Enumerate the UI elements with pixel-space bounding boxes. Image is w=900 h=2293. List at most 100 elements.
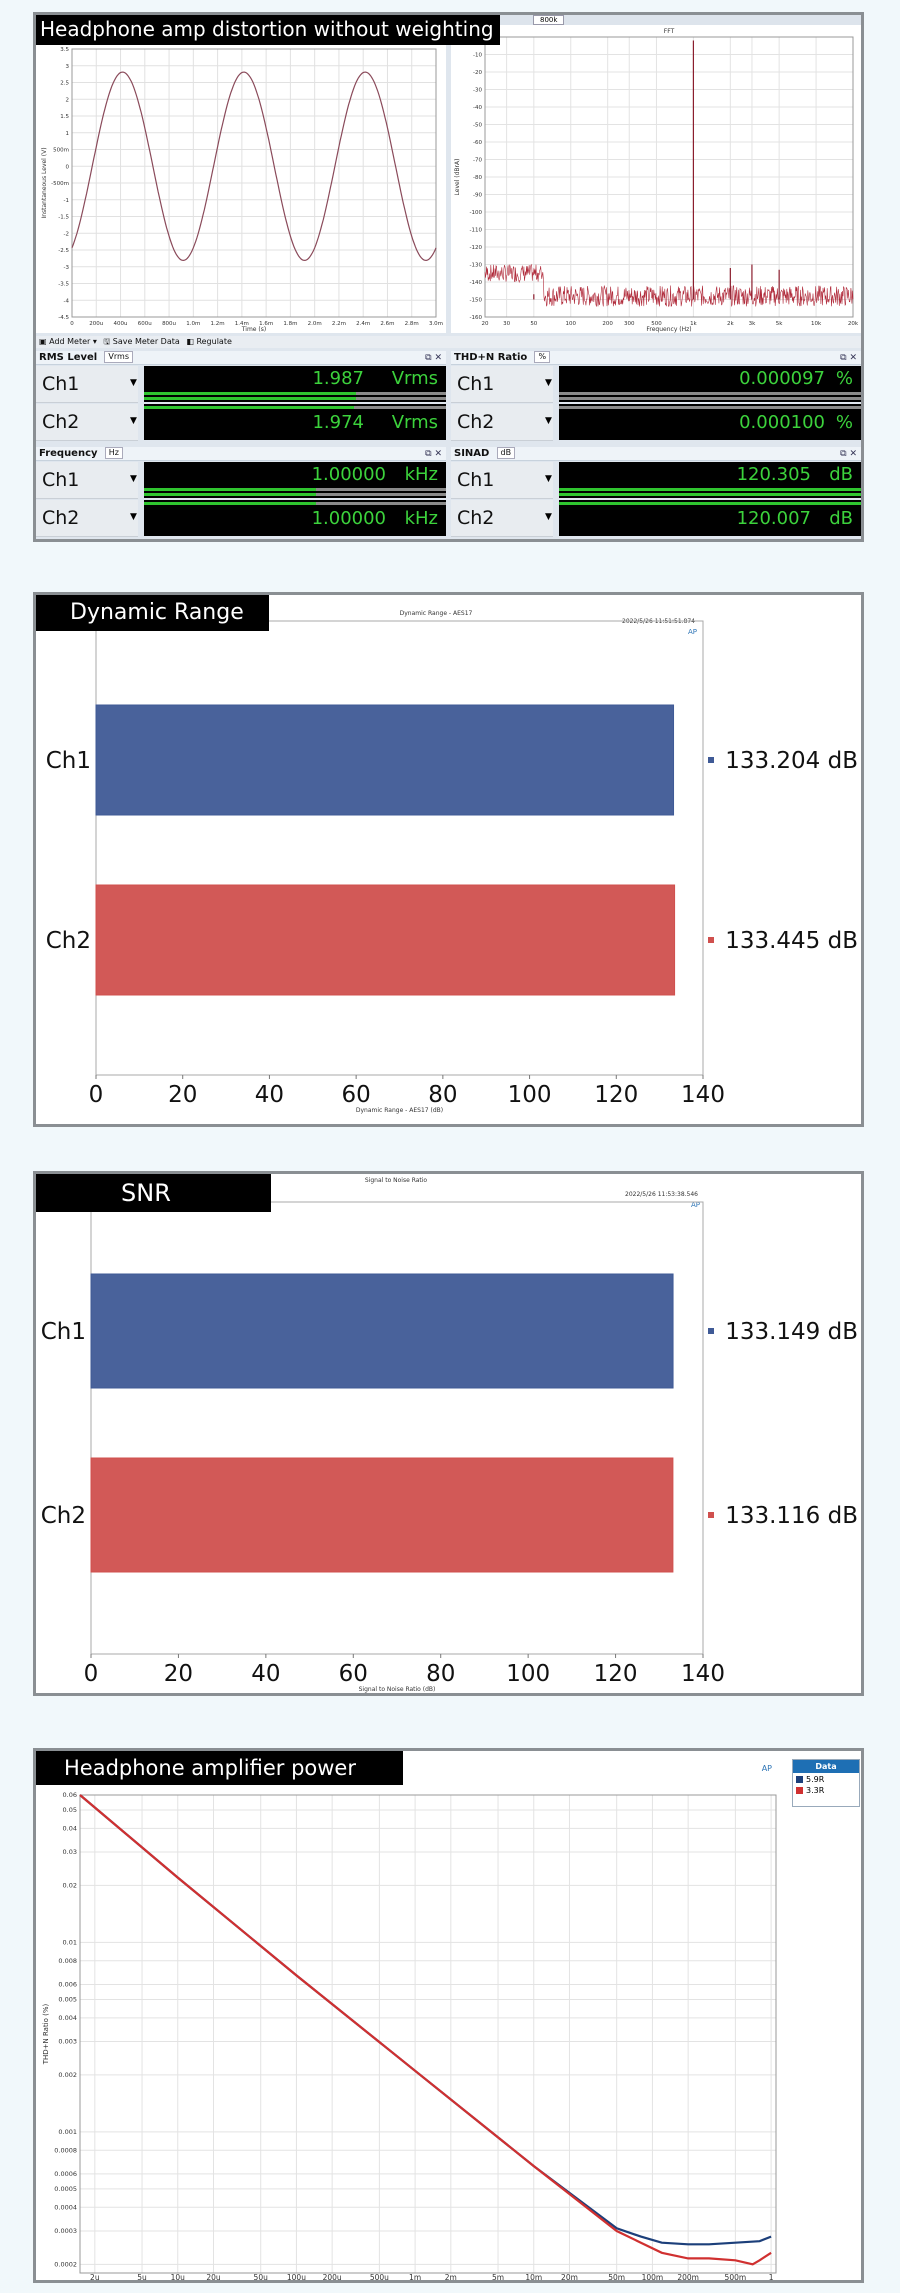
timestamp: 2022/5/26 11:53:38.546 (625, 1191, 698, 1198)
x-tick-label: 500m (725, 2273, 747, 2280)
meter-value: 120.007 (736, 508, 811, 529)
frequency-ch2-row: Ch2 ▼ 1.00000 kHz (36, 500, 446, 537)
x-tick-label: 1.2m (211, 321, 225, 327)
meter-window-icons[interactable]: ⧉ ✕ (840, 353, 857, 363)
y-tick-label: 0.0005 (54, 2185, 77, 2193)
thdn-unit-select[interactable]: % (534, 351, 551, 363)
dropdown-arrow-icon[interactable]: ▼ (545, 512, 552, 522)
y-tick-label: -130 (470, 263, 483, 269)
x-tick-label: 20 (482, 321, 489, 327)
legend-swatch (796, 1787, 803, 1794)
meter-value: 0.000100 (739, 412, 825, 433)
level-bar-track (316, 488, 446, 491)
y-tick-label: 0.003 (58, 2038, 77, 2046)
x-tick-label: 1.4m (235, 321, 249, 327)
legend: Data 5.9R 3.3R (792, 1759, 860, 1807)
thdn-vs-power-chart: AP 0.06 0.05 0.04 0.03 0.02 0.01 0.008 0.006 0.00… (42, 1764, 777, 2280)
value-label: 133.116 dB (725, 1503, 858, 1529)
y-tick-label: -70 (473, 158, 482, 164)
power-panel: Headphone amplifier power AP 0.06 0.05 0.04… (33, 1748, 864, 2283)
y-tick-label: 0.05 (63, 1806, 77, 1814)
rms-meter-title: RMS Level (39, 352, 98, 363)
add-meter-button[interactable]: ▣ Add Meter ▾ (39, 337, 97, 346)
regulate-button[interactable]: ◧ Regulate (186, 337, 232, 346)
x-tick-label: 0 (89, 1082, 104, 1108)
meter-display: 1.00000 kHz (144, 462, 446, 498)
plot-frame (90, 1201, 704, 1655)
y-tick-label: 0 (66, 164, 70, 170)
dropdown-arrow-icon[interactable]: ▼ (130, 512, 137, 522)
x-tick-label: 40 (255, 1082, 284, 1108)
y-tick-label: -2 (64, 231, 69, 237)
save-meter-data-label: Save Meter Data (112, 337, 180, 346)
x-tick-label: 20u (206, 2273, 221, 2280)
level-bar-track (356, 392, 446, 395)
ap-logo-icon: AP (691, 1201, 700, 1209)
rms-unit-select[interactable]: Vrms (104, 351, 133, 363)
x-tick-label: 1 (769, 2273, 774, 2280)
x-tick-label: 100m (642, 2273, 664, 2280)
dropdown-arrow-icon[interactable]: ▼ (130, 378, 137, 388)
thdn-ch1-row: Ch1 ▼ 0.000097 % (451, 366, 861, 403)
panel-title: Headphone amp distortion without weighti… (36, 15, 500, 45)
category-label: Ch1 (46, 748, 91, 774)
x-tick-label: 80 (428, 1082, 457, 1108)
sinad-unit-select[interactable]: dB (496, 447, 516, 459)
y-tick-label: 0.008 (58, 1957, 77, 1965)
y-tick-label: 0.0003 (54, 2227, 77, 2235)
meter-window-icons[interactable]: ⧉ ✕ (840, 449, 857, 459)
y-tick-label: -40 (473, 105, 482, 111)
meter-window-icons[interactable]: ⧉ ✕ (425, 353, 442, 363)
y-tick-label: 0.02 (63, 1881, 77, 1889)
thdn-meter-header: THD+N Ratio % ⧉ ✕ (451, 351, 861, 365)
value-label: 133.445 dB (725, 928, 858, 954)
x-tick-label: 600u (138, 321, 152, 327)
x-tick-label: 200m (677, 2273, 699, 2280)
x-tick-label: 200u (323, 2273, 342, 2280)
fft-header-select[interactable]: 800k (533, 15, 565, 25)
y-tick-label: -10 (473, 53, 482, 59)
channel-label: Ch1 (36, 366, 138, 403)
y-tick-label: 0.005 (58, 1995, 77, 2003)
meter-display: 1.987 Vrms (144, 366, 446, 402)
level-bar (144, 392, 356, 395)
dropdown-arrow-icon[interactable]: ▼ (545, 416, 552, 426)
dropdown-arrow-icon[interactable]: ▼ (545, 378, 552, 388)
x-tick-label: 100 (506, 1661, 550, 1687)
level-bar-track (559, 397, 861, 400)
bar (90, 1457, 674, 1573)
y-tick-label: -120 (470, 245, 483, 251)
fft-header-bar: 800k (451, 15, 861, 25)
legend-item[interactable]: 3.3R (793, 1786, 859, 1795)
y-tick-label: -150 (470, 298, 483, 304)
dropdown-arrow-icon[interactable]: ▼ (130, 416, 137, 426)
plot-frame (71, 48, 437, 318)
level-bar (144, 502, 316, 505)
thdn-meter-title: THD+N Ratio (454, 352, 528, 363)
ap-logo-icon: AP (688, 628, 697, 636)
meter-window-icons[interactable]: ⧉ ✕ (425, 449, 442, 459)
rms-ch1-row: Ch1 ▼ 1.987 Vrms (36, 366, 446, 403)
waveform-chart: 3.5 3 2.5 2 1.5 1 500m 0 -500m -1 -1.5 -2 -2.5 -3 -3.5… (36, 15, 446, 333)
dropdown-arrow-icon[interactable]: ▼ (130, 474, 137, 484)
legend-marker (708, 1512, 714, 1518)
level-bar (144, 397, 356, 400)
rms-meter-header: RMS Level Vrms ⧉ ✕ (36, 351, 446, 365)
meter-unit: dB (829, 464, 853, 485)
x-tick-label: 2m (445, 2273, 457, 2280)
frequency-unit-select[interactable]: Hz (104, 447, 123, 459)
add-meter-label: Add Meter (49, 337, 91, 346)
x-tick-label: 5u (137, 2273, 147, 2280)
meter-unit: Vrms (391, 412, 438, 433)
meter-unit: % (835, 412, 853, 433)
x-tick-label: 100 (508, 1082, 552, 1108)
frequency-meter-header: Frequency Hz ⧉ ✕ (36, 447, 446, 461)
save-meter-data-button[interactable]: 🖫 Save Meter Data (103, 337, 180, 346)
x-tick-label: 200 (602, 321, 613, 327)
legend-item[interactable]: 5.9R (793, 1773, 859, 1786)
dropdown-arrow-icon[interactable]: ▼ (545, 474, 552, 484)
x-tick-label: 30 (503, 321, 510, 327)
y-tick-label: -160 (470, 315, 483, 321)
y-tick-label: -1 (64, 198, 69, 204)
